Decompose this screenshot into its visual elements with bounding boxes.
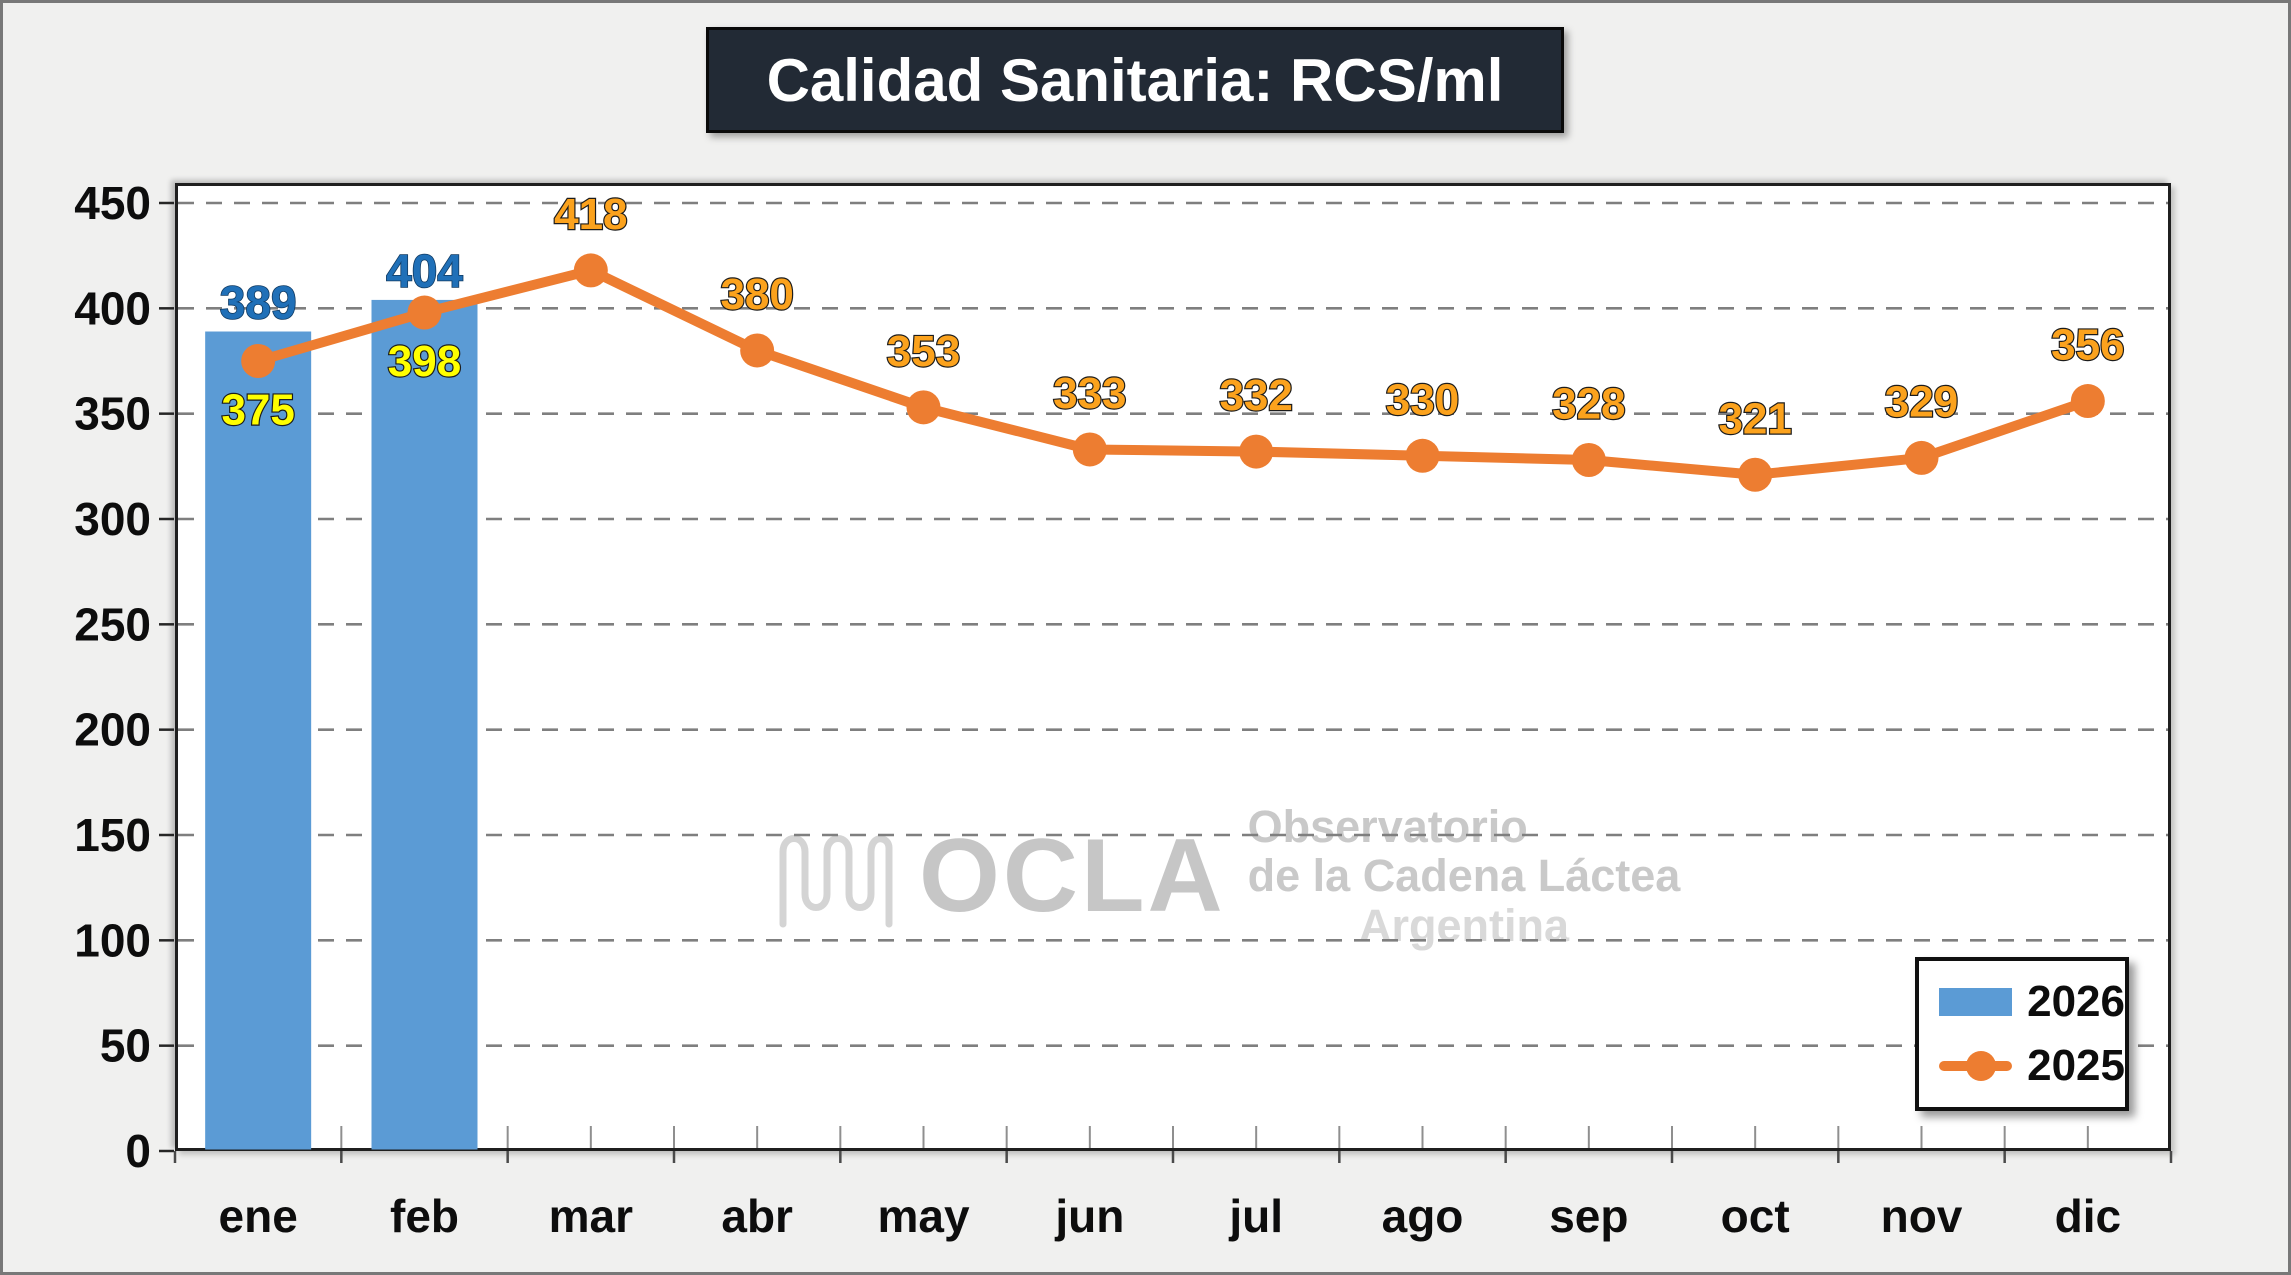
x-axis-label-jun: jun [1054, 1190, 1124, 1242]
legend-item-2026: 2026 [1939, 980, 2125, 1024]
value-label-2026-feb: 404 [386, 245, 463, 297]
marker-may [906, 390, 941, 425]
value-label-2026-ene: 389 [220, 277, 297, 329]
y-axis-label-0: 0 [125, 1125, 151, 1177]
chart-title-box: Calidad Sanitaria: RCS/ml [706, 27, 1564, 133]
value-label-2025-oct: 321 [1718, 394, 1791, 443]
marker-feb [407, 295, 442, 330]
x-axis-label-feb: feb [390, 1190, 459, 1242]
marker-dic [2070, 384, 2105, 419]
x-axis-label-oct: oct [1721, 1190, 1790, 1242]
marker-ago [1405, 438, 1440, 473]
value-label-2025-ene: 375 [221, 386, 294, 435]
legend-bar-swatch-icon [1939, 988, 2013, 1017]
y-axis-label-100: 100 [74, 914, 151, 966]
x-axis-label-jul: jul [1228, 1190, 1283, 1242]
legend-label-2026: 2026 [2027, 977, 2125, 1027]
bar-ene [205, 331, 312, 1150]
line-series-2025 [241, 253, 2105, 492]
y-axis-label-200: 200 [74, 704, 151, 756]
bar-feb [371, 299, 478, 1150]
y-axis-label-50: 50 [100, 1020, 151, 1072]
marker-sep [1571, 443, 1606, 478]
x-axis-label-dic: dic [2055, 1190, 2121, 1242]
value-label-2025-may: 353 [887, 327, 960, 376]
y-axis-label-150: 150 [74, 809, 151, 861]
value-label-2025-dic: 356 [2051, 321, 2124, 370]
x-axis-label-ene: ene [219, 1190, 298, 1242]
value-label-2025-ago: 330 [1386, 375, 1459, 424]
value-label-2025-abr: 380 [720, 270, 793, 319]
y-axis-label-350: 350 [74, 388, 151, 440]
line-path [253, 265, 2093, 480]
marker-mar [573, 253, 608, 288]
marker-abr [740, 333, 775, 368]
marker-jun [1072, 432, 1107, 467]
value-label-2025-nov: 329 [1885, 377, 1958, 426]
legend-item-2025: 2025 [1939, 1040, 2125, 1090]
y-axis-label-450: 450 [74, 177, 151, 229]
x-axis-label-ago: ago [1382, 1190, 1464, 1242]
x-axis-label-mar: mar [549, 1190, 633, 1242]
legend-line-swatch-icon [1939, 1050, 2013, 1081]
legend: 2026 2025 [1915, 957, 2129, 1111]
value-label-2025-jun: 333 [1053, 369, 1126, 418]
value-label-2025-mar: 418 [554, 190, 627, 239]
y-axis-label-250: 250 [74, 598, 151, 650]
legend-label-2025: 2025 [2027, 1040, 2125, 1090]
chart-title: Calidad Sanitaria: RCS/ml [766, 46, 1504, 114]
chart-graphics: 0 50 100 150 200 250 300 350 400 450 ene feb mar abr m… [74, 177, 2173, 1242]
x-axis-label-nov: nov [1881, 1190, 1963, 1242]
marker-jul [1239, 434, 1274, 469]
x-axis-label-abr: abr [721, 1190, 793, 1242]
marker-oct [1738, 457, 1773, 492]
x-axis-label-may: may [877, 1190, 969, 1242]
line-value-labels: 375 398 418 380 353 333 332 330 328 321 329 356 [220, 189, 2125, 445]
plot-area [175, 183, 2171, 1151]
bar-value-labels: 389 404 [219, 244, 464, 329]
value-label-2025-feb: 398 [388, 337, 461, 386]
legend-dot-icon [1966, 1050, 1996, 1081]
y-axis-label-300: 300 [74, 493, 151, 545]
y-axis-label-400: 400 [74, 282, 151, 334]
axis-ticks [159, 201, 2173, 1163]
bar-series-2026 [205, 299, 478, 1150]
x-axis-labels: ene feb mar abr may jun jul ago sep oct nov dic [219, 1190, 2122, 1242]
marker-ene [241, 344, 276, 378]
x-axis-label-sep: sep [1549, 1190, 1628, 1242]
value-label-2025-sep: 328 [1552, 380, 1625, 429]
gridlines [178, 201, 2168, 1047]
marker-nov [1904, 440, 1939, 475]
value-label-2025-jul: 332 [1219, 371, 1292, 420]
y-axis-labels: 0 50 100 150 200 250 300 350 400 450 [74, 177, 151, 1177]
